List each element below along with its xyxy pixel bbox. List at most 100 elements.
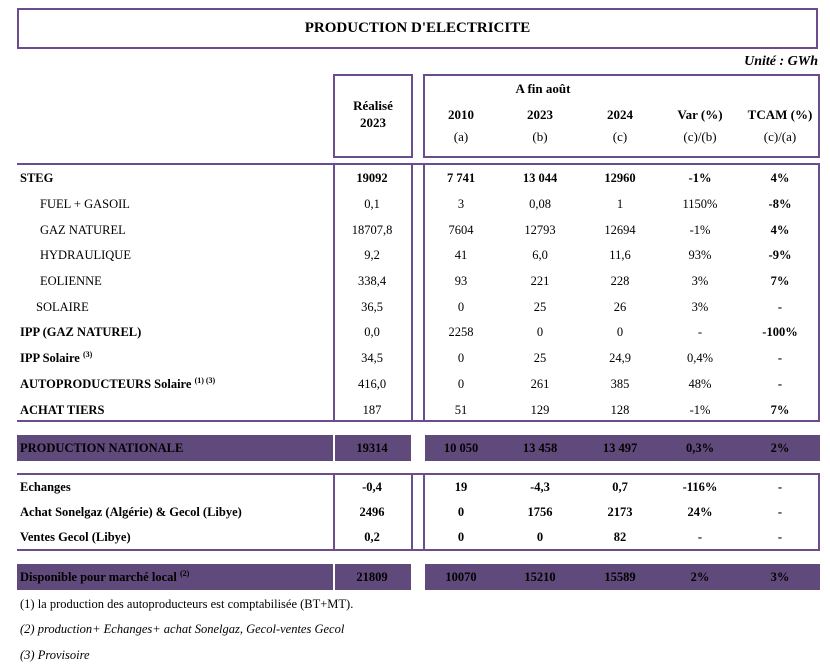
cell-b: 261: [530, 377, 550, 391]
cell-a: 0: [457, 351, 465, 365]
cell-var: -1%: [688, 171, 712, 185]
cell-tcam: -: [777, 351, 783, 365]
header-period: A fin août: [515, 81, 571, 96]
column-header-5: TCAM (%): [747, 107, 813, 122]
divider: [333, 163, 335, 422]
cell-c: 12694: [604, 223, 636, 237]
cell-a: 7 741: [446, 171, 476, 185]
cell-var: 3%: [691, 274, 709, 288]
cell-b: 0,08: [529, 197, 551, 211]
cell-c: 228: [610, 274, 630, 288]
cell-b: 0: [536, 530, 544, 544]
footnote-1: (1) la production des autoproducteurs es…: [20, 597, 354, 611]
cell-tcam: 4%: [770, 171, 790, 185]
cell-c: 385: [610, 377, 630, 391]
row-label: EOLIENNE: [40, 274, 102, 288]
row-label: FUEL + GASOIL: [40, 197, 130, 211]
cell-a: 10 050: [443, 441, 479, 455]
cell-var: 93%: [688, 248, 712, 262]
header-realise-box: [333, 74, 413, 158]
disponible-band-label: [17, 564, 333, 590]
row-label: Ventes Gecol (Libye): [20, 530, 131, 544]
column-header-2: 2023: [527, 107, 553, 122]
cell-a: 0: [457, 505, 465, 519]
row-label: AUTOPRODUCTEURS Solaire (1) (3): [20, 375, 216, 391]
cell-var: -116%: [682, 480, 718, 494]
cell-b: 0: [536, 325, 544, 339]
cell-tcam: 3%: [770, 570, 790, 584]
row-label: HYDRAULIQUE: [40, 248, 131, 262]
cell-c: 26: [613, 300, 627, 314]
cell-c: 12960: [604, 171, 636, 185]
cell-tcam: -: [777, 300, 783, 314]
divider: [411, 163, 413, 422]
row-label: ACHAT TIERS: [20, 403, 105, 417]
cell-tcam: -100%: [762, 325, 798, 339]
cell-r: 2496: [359, 505, 385, 519]
divider: [818, 473, 820, 551]
cell-r: 9,2: [364, 248, 380, 262]
cell-b: 221: [530, 274, 550, 288]
cell-var: 24%: [687, 505, 713, 519]
column-tag-2: (b): [532, 129, 548, 144]
cell-tcam: 2%: [770, 441, 790, 455]
cell-a: 7604: [448, 223, 474, 237]
cell-a: 2258: [448, 325, 474, 339]
cell-a: 93: [454, 274, 468, 288]
cell-a: 3: [457, 197, 465, 211]
disponible-band-realise: [335, 564, 411, 590]
cell-r: 416,0: [357, 377, 387, 391]
header-realise-line1: Réalisé: [353, 98, 393, 113]
cell-var: 0,3%: [685, 441, 715, 455]
cell-b: 13 044: [522, 171, 558, 185]
row-label: STEG: [20, 171, 54, 185]
cell-var: -1%: [689, 223, 711, 237]
divider: [411, 473, 413, 551]
footnote-marker: (1) (3): [194, 375, 216, 385]
exchange-top-line: [17, 473, 820, 475]
cell-a: 51: [454, 403, 468, 417]
cell-var: -1%: [689, 403, 711, 417]
cell-c: 128: [610, 403, 630, 417]
cell-r: 36,5: [361, 300, 383, 314]
row-label: Achat Sonelgaz (Algérie) & Gecol (Libye): [20, 505, 242, 519]
cell-var: -: [697, 325, 703, 339]
cell-b: -4,3: [530, 480, 550, 494]
column-header-4: Var (%): [677, 107, 723, 122]
header-period-box: [423, 74, 820, 158]
cell-r: 187: [362, 403, 382, 417]
cell-c: 15589: [604, 570, 636, 584]
cell-tcam: -: [777, 530, 783, 544]
cell-r: 0,2: [364, 530, 380, 544]
footnote-marker: (3): [82, 349, 93, 359]
cell-tcam: 7%: [770, 274, 790, 288]
exchange-bottom-line: [17, 549, 820, 551]
cell-a: 0: [457, 530, 465, 544]
divider: [818, 163, 820, 422]
row-label: SOLAIRE: [36, 300, 89, 314]
footnote-marker: (2): [179, 568, 190, 578]
unit-label: Unité : GWh: [744, 54, 818, 69]
cell-a: 10070: [445, 570, 477, 584]
row-label: Disponible pour marché local (2): [20, 568, 190, 584]
row-label: IPP Solaire (3): [20, 349, 93, 365]
row-label: IPP (GAZ NATUREL): [20, 325, 142, 339]
row-label: PRODUCTION NATIONALE: [20, 441, 184, 455]
cell-r: -0,4: [362, 480, 382, 494]
cell-b: 25: [533, 300, 547, 314]
table-top-line: [17, 163, 820, 165]
cell-c: 13 497: [602, 441, 638, 455]
cell-tcam: -9%: [768, 248, 792, 262]
column-tag-1: (a): [453, 129, 469, 144]
cell-a: 0: [457, 300, 465, 314]
national-band-values: [425, 435, 820, 461]
cell-tcam: -8%: [768, 197, 792, 211]
cell-var: 3%: [691, 300, 709, 314]
cell-c: 2173: [607, 505, 633, 519]
cell-r: 0,0: [364, 325, 380, 339]
cell-c: 24,9: [609, 351, 631, 365]
cell-b: 12793: [524, 223, 556, 237]
divider: [423, 163, 425, 422]
cell-var: 1150%: [682, 197, 718, 211]
national-band-realise: [335, 435, 411, 461]
